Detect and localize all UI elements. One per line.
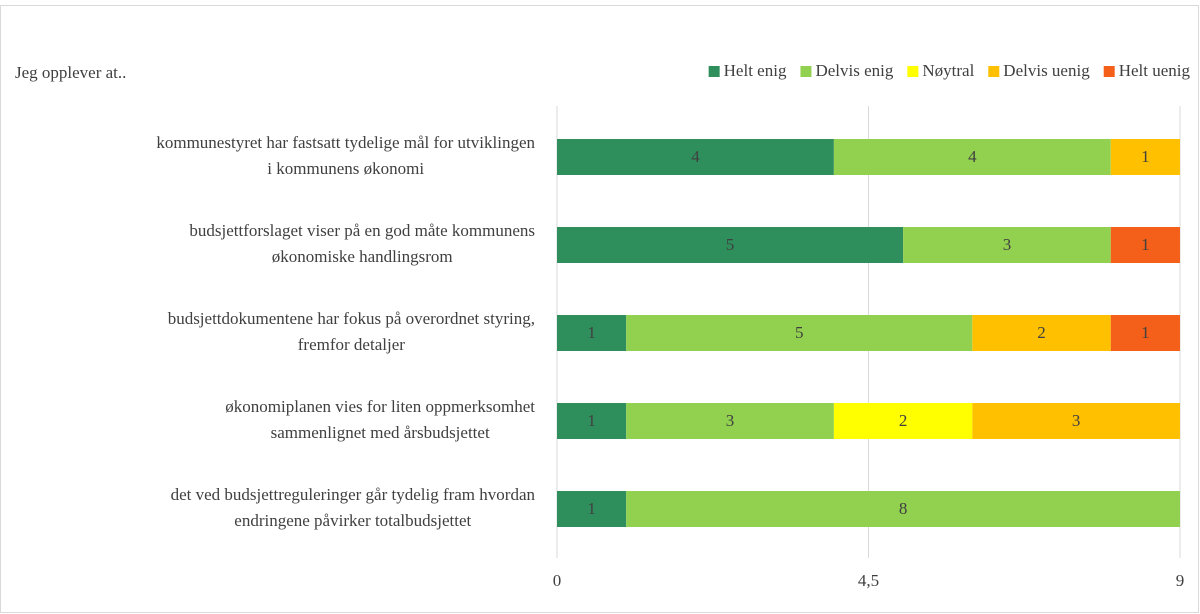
category-label: økonomiske handlingsrom bbox=[272, 247, 453, 266]
data-label: 1 bbox=[1141, 147, 1150, 166]
bar-segment bbox=[557, 139, 834, 175]
x-tick-label: 0 bbox=[553, 571, 562, 590]
category-label: sammenlignet med årsbudsjettet bbox=[271, 423, 490, 442]
legend-swatch bbox=[907, 66, 919, 77]
category-label: budsjettforslaget viser på en god måte k… bbox=[189, 221, 535, 240]
bar-segment bbox=[1110, 227, 1180, 263]
bar-segment bbox=[557, 227, 904, 263]
data-label: 4 bbox=[691, 147, 700, 166]
bar-segment bbox=[557, 403, 627, 439]
legend-label: Delvis enig bbox=[815, 61, 893, 80]
category-label: i kommunens økonomi bbox=[267, 159, 424, 178]
bar-segment bbox=[833, 403, 973, 439]
data-label: 2 bbox=[1037, 323, 1046, 342]
legend-swatch bbox=[1103, 66, 1115, 77]
category-label: økonomiplanen vies for liten oppmerksomh… bbox=[225, 397, 535, 416]
category-label: endringene påvirker totalbudsjettet bbox=[234, 511, 471, 530]
bar-segment bbox=[972, 403, 1180, 439]
bar-segment bbox=[557, 315, 627, 351]
legend-label: Delvis uenig bbox=[1003, 61, 1090, 80]
legend-label: Helt uenig bbox=[1119, 61, 1191, 80]
legend-label: Helt enig bbox=[724, 61, 787, 80]
bar-segment bbox=[972, 315, 1111, 351]
bar-segment bbox=[626, 491, 1180, 527]
bar-segment bbox=[626, 315, 973, 351]
bar-segment bbox=[833, 139, 1111, 175]
x-tick-label: 4,5 bbox=[858, 571, 879, 590]
data-label: 1 bbox=[587, 323, 596, 342]
bar-segment bbox=[1110, 315, 1180, 351]
bar-segment bbox=[903, 227, 1111, 263]
data-label: 2 bbox=[899, 411, 908, 430]
data-label: 5 bbox=[726, 235, 735, 254]
data-label: 3 bbox=[726, 411, 735, 430]
x-tick-label: 9 bbox=[1176, 571, 1185, 590]
data-label: 4 bbox=[968, 147, 977, 166]
data-label: 5 bbox=[795, 323, 804, 342]
category-label: det ved budsjettreguleringer går tydelig… bbox=[171, 485, 536, 504]
data-label: 8 bbox=[899, 499, 908, 518]
data-label: 1 bbox=[1141, 323, 1150, 342]
legend-swatch bbox=[708, 66, 720, 77]
bar-segment bbox=[626, 403, 834, 439]
category-label: kommunestyret har fastsatt tydelige mål … bbox=[156, 133, 535, 152]
legend-swatch bbox=[800, 66, 812, 77]
axis-label: Jeg opplever at.. bbox=[15, 63, 126, 82]
data-label: 1 bbox=[587, 411, 596, 430]
bar-segment bbox=[557, 491, 627, 527]
legend-label: Nøytral bbox=[922, 61, 974, 80]
category-label: budsjettdokumentene har fokus på overord… bbox=[168, 309, 535, 328]
legend-swatch bbox=[988, 66, 1000, 77]
data-label: 3 bbox=[1003, 235, 1012, 254]
data-label: 3 bbox=[1072, 411, 1081, 430]
category-label: fremfor detaljer bbox=[298, 335, 405, 354]
data-label: 1 bbox=[587, 499, 596, 518]
bar-segment bbox=[1110, 139, 1180, 175]
data-label: 1 bbox=[1141, 235, 1150, 254]
